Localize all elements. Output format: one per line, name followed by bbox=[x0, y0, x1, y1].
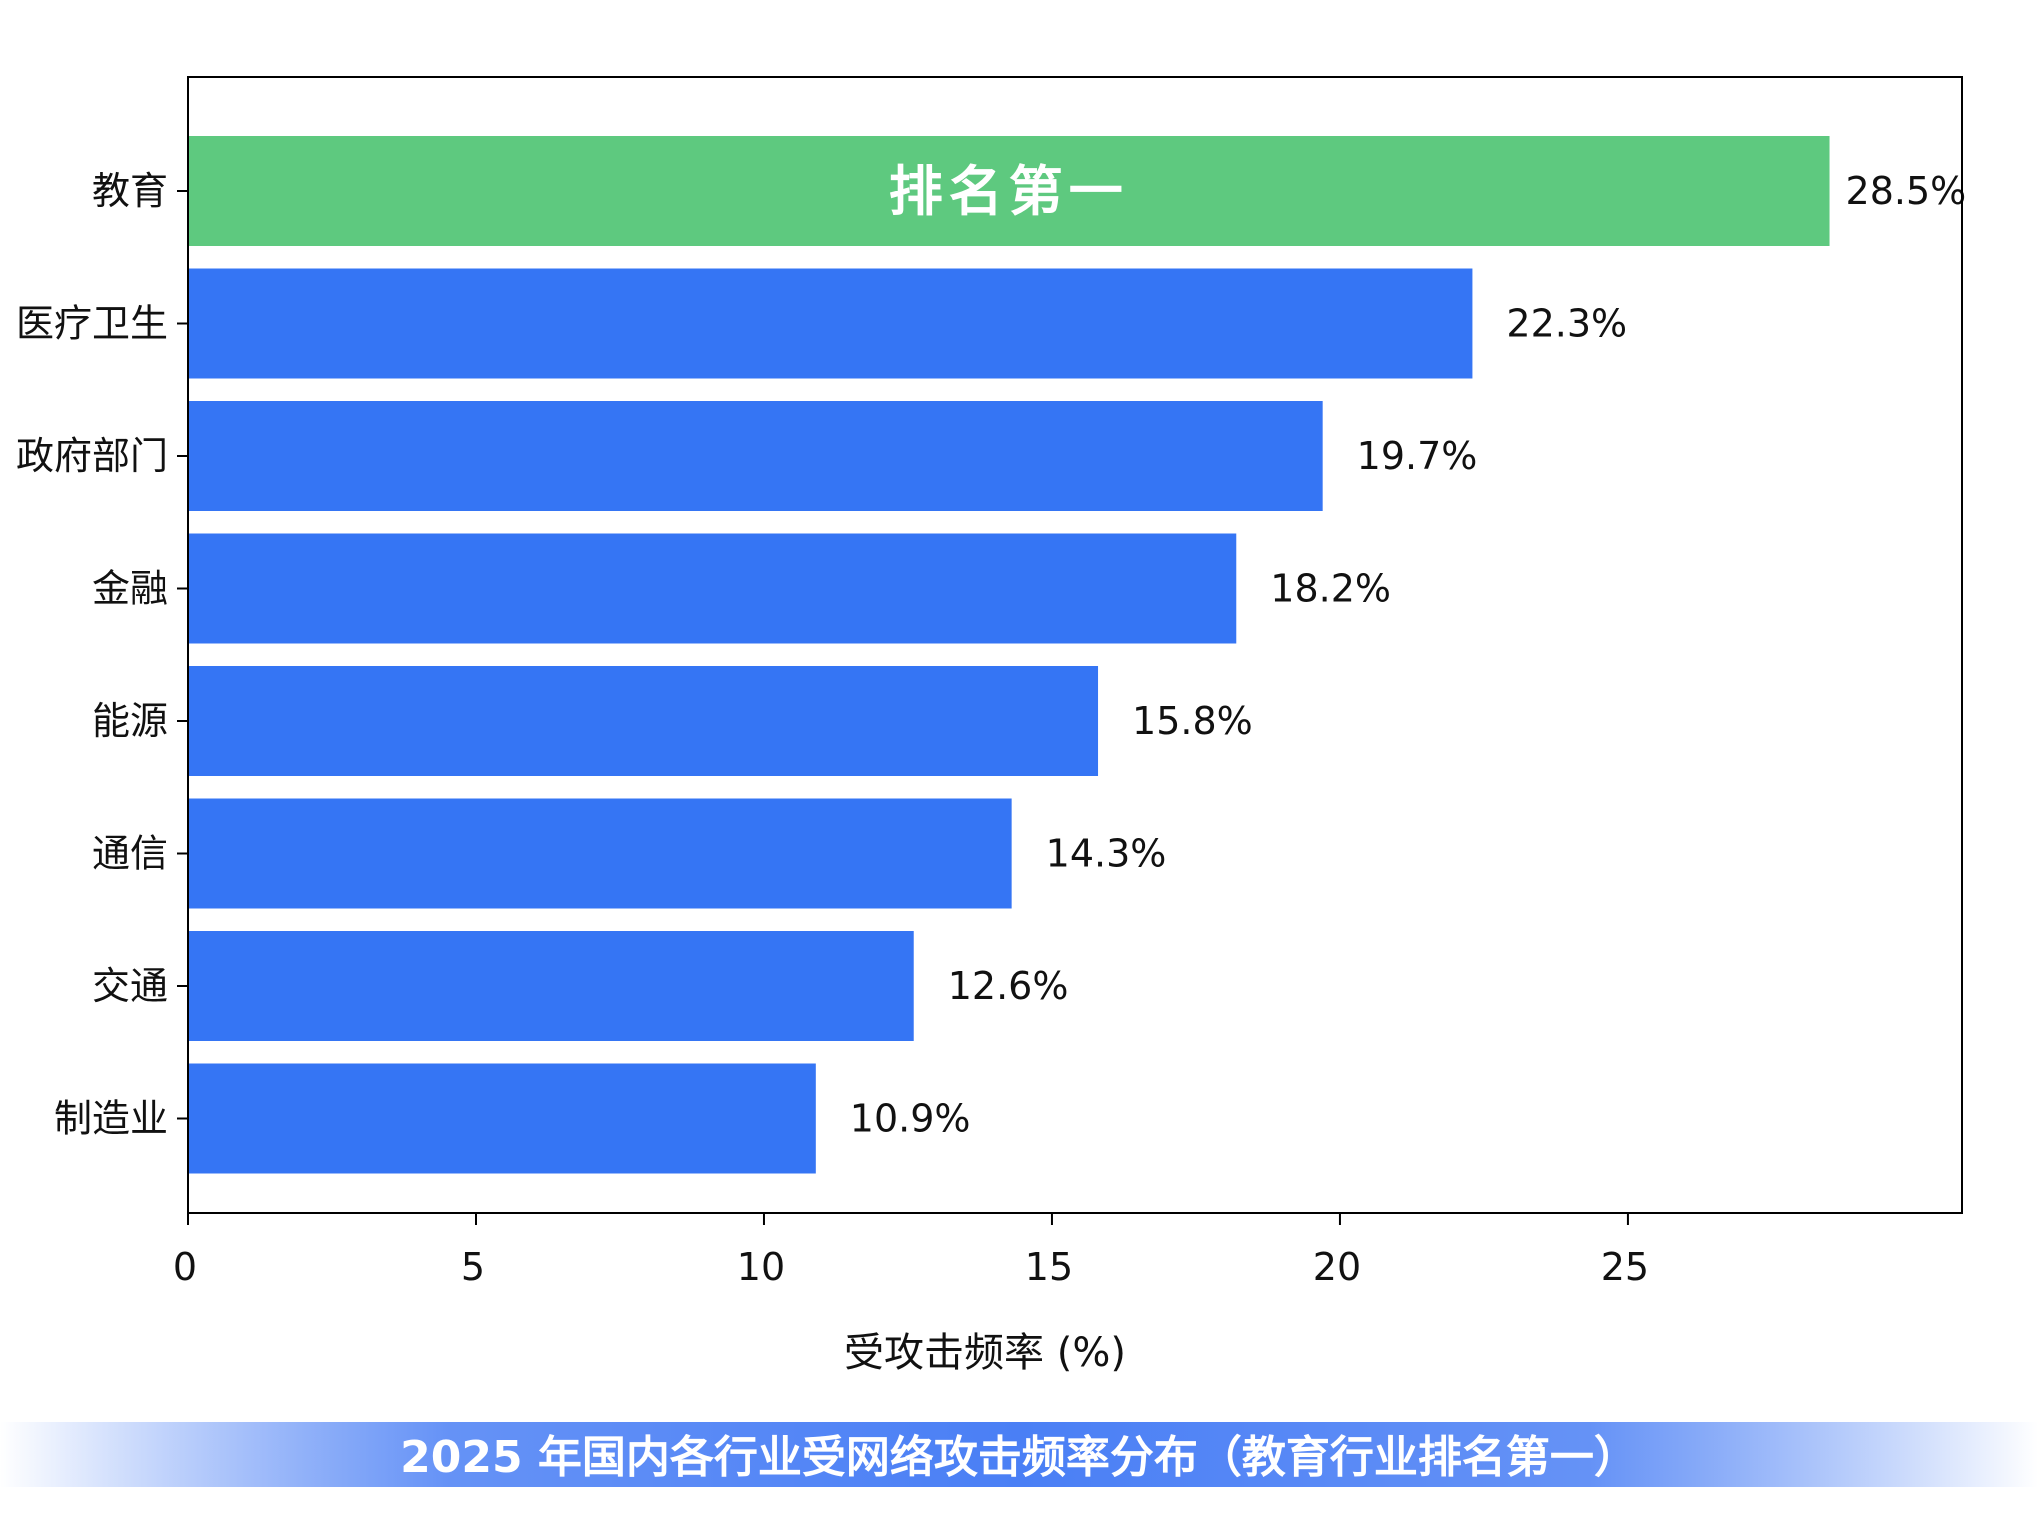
x-tick-label-4: 15 bbox=[1025, 1245, 1073, 1289]
bar-3 bbox=[189, 401, 1323, 511]
category-label-2: 医疗卫生 bbox=[16, 302, 168, 346]
bar-7 bbox=[189, 931, 914, 1041]
highlight-label: 排名第一 bbox=[889, 160, 1129, 223]
value-label-7: 12.6% bbox=[948, 964, 1069, 1008]
value-label-4: 18.2% bbox=[1270, 567, 1391, 611]
caption-band bbox=[0, 1422, 2038, 1487]
value-label-1: 28.5% bbox=[1846, 169, 1967, 213]
bars-layer bbox=[189, 136, 1830, 1174]
bar-2 bbox=[189, 268, 1473, 379]
bar-4 bbox=[189, 533, 1237, 644]
x-tick-label-3: 10 bbox=[737, 1245, 785, 1289]
x-tick-label-6: 25 bbox=[1601, 1245, 1649, 1289]
value-label-3: 19.7% bbox=[1357, 434, 1478, 478]
labels-layer: 排名第一 28.5% 教育 22.3% 医疗卫生 19.7% 政府部门 18.2% 金融 15.8… bbox=[16, 160, 1966, 1141]
value-label-2: 22.3% bbox=[1506, 302, 1627, 346]
x-axis-title: 受攻击频率 (%) bbox=[844, 1330, 1126, 1376]
bar-1 bbox=[189, 136, 1830, 246]
category-label-7: 交通 bbox=[92, 964, 168, 1008]
chart-caption: 2025 年国内各行业受网络攻击频率分布（教育行业排名第一） bbox=[400, 1432, 1638, 1483]
category-label-3: 政府部门 bbox=[16, 434, 168, 478]
category-label-1: 教育 bbox=[92, 169, 168, 213]
category-label-6: 通信 bbox=[92, 832, 168, 876]
plot-frame bbox=[187, 76, 1963, 1214]
category-label-5: 能源 bbox=[92, 699, 168, 743]
x-tick-label-2: 5 bbox=[461, 1245, 485, 1289]
bar-8 bbox=[189, 1063, 816, 1174]
category-label-4: 金融 bbox=[92, 567, 168, 611]
value-label-5: 15.8% bbox=[1132, 699, 1253, 743]
value-label-8: 10.9% bbox=[850, 1097, 971, 1141]
bar-5 bbox=[189, 666, 1099, 776]
value-label-6: 14.3% bbox=[1046, 832, 1167, 876]
x-tick-label-1: 0 bbox=[173, 1245, 197, 1289]
bar-6 bbox=[189, 798, 1012, 909]
ticks-layer: 0 5 10 15 20 25 bbox=[173, 190, 1649, 1289]
category-label-8: 制造业 bbox=[54, 1097, 168, 1141]
x-tick-label-5: 20 bbox=[1313, 1245, 1361, 1289]
